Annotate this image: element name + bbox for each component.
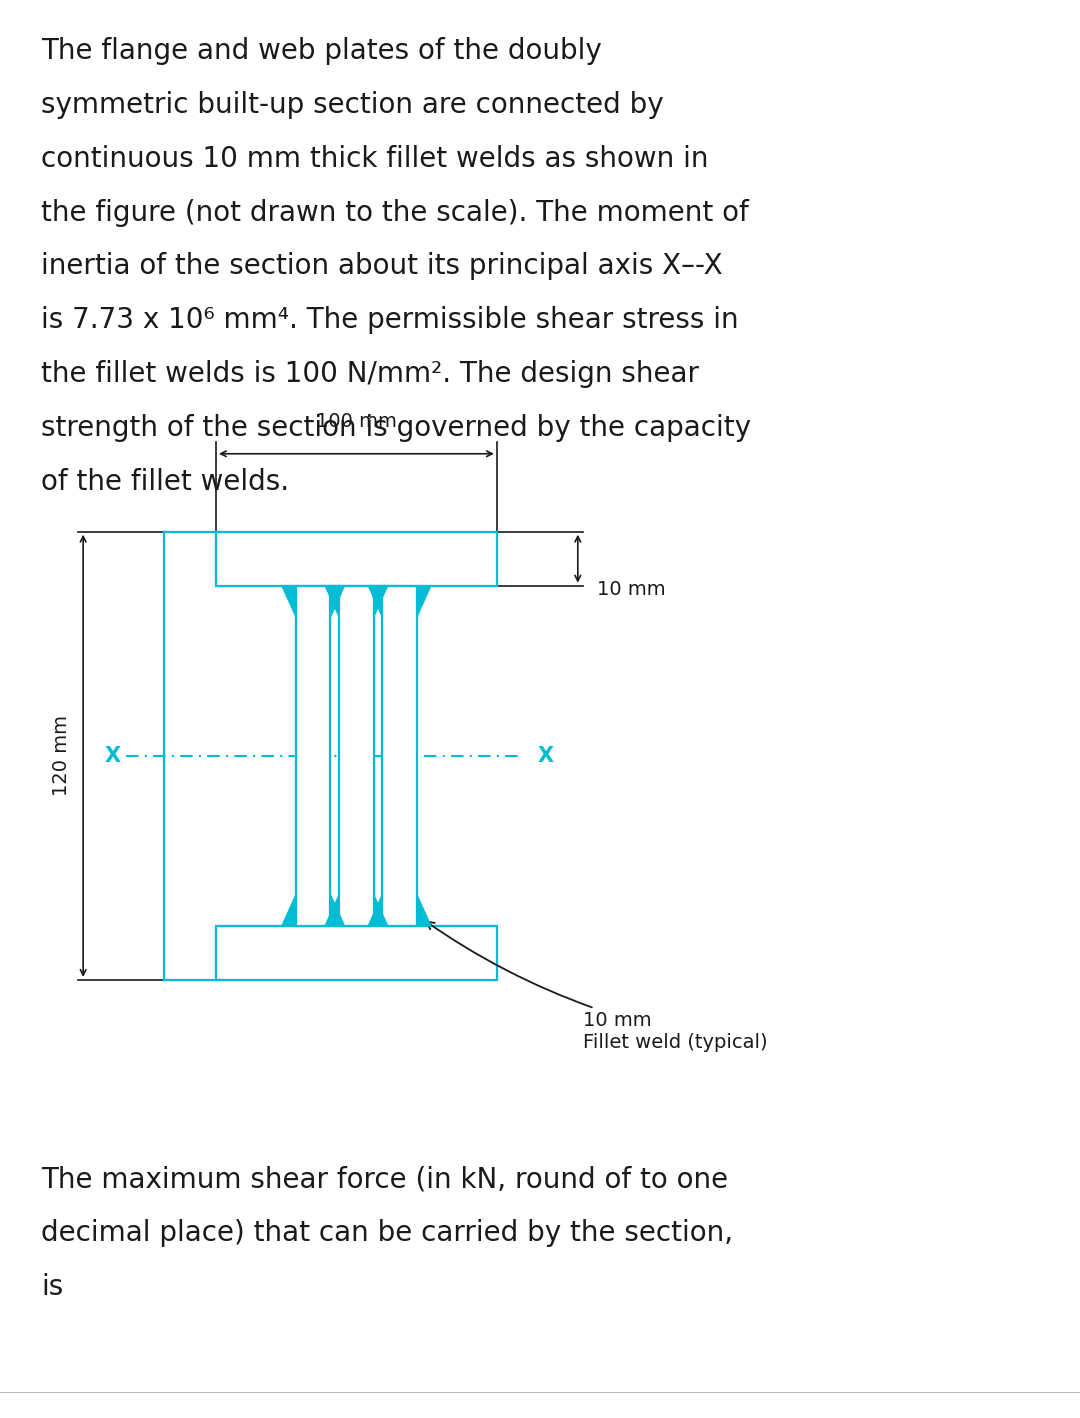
Polygon shape	[368, 895, 382, 926]
Bar	[339, 586, 374, 926]
Text: decimal place) that can be carried by the section,: decimal place) that can be carried by th…	[41, 1219, 733, 1248]
Text: 10 mm
Fillet weld (typical): 10 mm Fillet weld (typical)	[427, 922, 768, 1052]
Polygon shape	[368, 586, 382, 617]
Text: X: X	[538, 746, 553, 766]
Polygon shape	[374, 586, 388, 617]
Bar	[382, 586, 417, 926]
Text: is 7.73 x 10⁶ mm⁴. The permissible shear stress in: is 7.73 x 10⁶ mm⁴. The permissible shear…	[41, 306, 739, 335]
Polygon shape	[325, 895, 339, 926]
Text: inertia of the section about its principal axis X–-X: inertia of the section about its princip…	[41, 252, 723, 281]
Polygon shape	[417, 895, 431, 926]
Text: 10 mm: 10 mm	[597, 580, 666, 598]
Text: 100 mm: 100 mm	[316, 413, 396, 431]
Polygon shape	[325, 586, 339, 617]
Text: The flange and web plates of the doubly: The flange and web plates of the doubly	[41, 37, 602, 65]
Polygon shape	[374, 895, 388, 926]
Text: 120 mm: 120 mm	[52, 715, 71, 797]
Text: the figure (not drawn to the scale). The moment of: the figure (not drawn to the scale). The…	[41, 199, 748, 227]
Polygon shape	[330, 586, 345, 617]
Text: symmetric built-up section are connected by: symmetric built-up section are connected…	[41, 91, 664, 119]
Text: the fillet welds is 100 N/mm². The design shear: the fillet welds is 100 N/mm². The desig…	[41, 360, 699, 389]
Text: of the fillet welds.: of the fillet welds.	[41, 468, 289, 496]
Bar	[216, 532, 497, 586]
Bar	[216, 926, 497, 980]
Text: continuous 10 mm thick fillet welds as shown in: continuous 10 mm thick fillet welds as s…	[41, 145, 708, 173]
Polygon shape	[282, 586, 296, 617]
Polygon shape	[282, 895, 296, 926]
Text: strength of the section is governed by the capacity: strength of the section is governed by t…	[41, 414, 751, 442]
Text: The maximum shear force (in kN, round of to one: The maximum shear force (in kN, round of…	[41, 1166, 728, 1194]
Bar	[296, 586, 330, 926]
Text: X: X	[105, 746, 120, 766]
Polygon shape	[330, 895, 345, 926]
Text: is: is	[41, 1273, 64, 1302]
Polygon shape	[417, 586, 431, 617]
